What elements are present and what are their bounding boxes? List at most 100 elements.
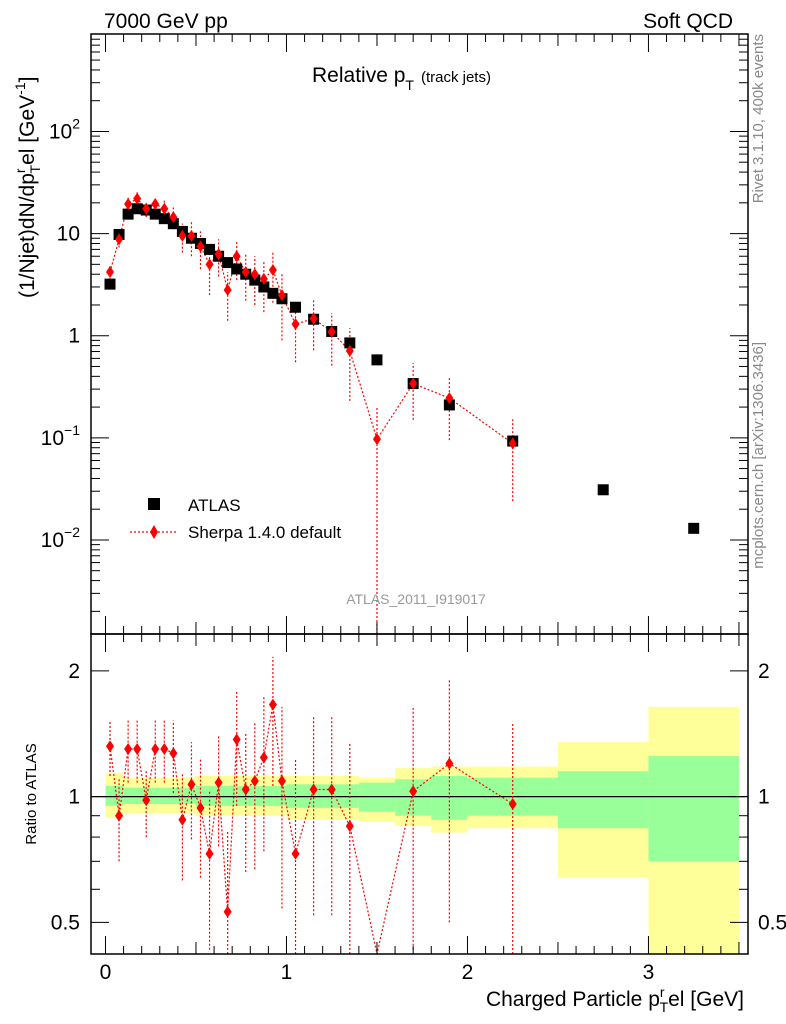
ratio-sherpa-point: [205, 847, 214, 860]
header-category: Soft QCD: [643, 10, 733, 33]
main-frame: [90, 33, 749, 635]
main-ytick-label: 10−1: [41, 422, 81, 450]
ratio-sherpa-point: [142, 794, 151, 807]
main-ytick-labels: 102 10 1 10−1 10−2: [41, 115, 81, 552]
ratio-sherpa-point: [241, 783, 250, 796]
ratio-sherpa-point: [187, 778, 196, 791]
ratio-sherpa-point: [124, 742, 133, 755]
atlas-point: [443, 399, 455, 411]
sherpa-point: [409, 377, 418, 390]
ratio-ylabel: Ratio to ATLAS: [23, 743, 40, 844]
sherpa-point: [250, 268, 259, 281]
atlas-point: [290, 301, 302, 313]
sherpa-point: [268, 263, 277, 276]
ratio-stat-uncertainty-band: [123, 787, 196, 805]
main-title-text: Relative p: [312, 64, 405, 87]
main-title-note: (track jets): [421, 69, 491, 86]
sherpa-point: [445, 392, 454, 405]
xtick-label: 3: [643, 961, 655, 984]
ratio-tick-labels: 0.5 0.5 1 1 2 2 0 1 2 3: [51, 660, 786, 984]
sherpa-point: [277, 289, 286, 302]
header-energy: 7000 GeV pp: [104, 10, 228, 33]
legend-atlas-label: ATLAS: [188, 496, 241, 515]
ratio-ytick-label-left: 1: [68, 786, 80, 809]
xtick-label: 2: [462, 961, 474, 984]
sherpa-point: [232, 250, 241, 263]
atlas-point: [231, 263, 243, 275]
sherpa-point: [115, 233, 124, 246]
atlas-point: [688, 522, 700, 534]
ratio-sherpa-point: [345, 820, 354, 833]
sherpa-point: [223, 284, 232, 297]
ratio-sherpa-point: [223, 905, 232, 918]
main-title: Relative pT (track jets): [312, 64, 491, 93]
atlas-point: [267, 287, 279, 299]
ratio-ytick-label-left: 0.5: [51, 911, 80, 934]
ratio-ytick-label-right: 2: [758, 660, 770, 683]
sherpa-point: [214, 248, 223, 261]
ratio-stat-uncertainty-band: [648, 756, 739, 862]
atlas-point: [222, 257, 234, 269]
ratio-sherpa-point: [214, 776, 223, 789]
sherpa-point: [345, 344, 354, 357]
sherpa-point: [133, 192, 142, 205]
ratio-sherpa-point: [196, 801, 205, 814]
ratio-ytick-label-left: 2: [68, 660, 80, 683]
mcplots-note: mcplots.cern.ch [arXiv:1306.3436]: [750, 342, 767, 569]
sherpa-point: [196, 240, 205, 253]
legend-sherpa-marker: [150, 525, 158, 539]
ratio-sherpa-point: [115, 809, 124, 822]
ratio-data-layer: [91, 656, 748, 955]
ratio-sherpa-point: [250, 774, 259, 787]
ratio-stat-uncertainty-band: [105, 786, 124, 806]
legend: ATLAS Sherpa 1.4.0 default: [130, 496, 341, 542]
ratio-sherpa-point: [327, 783, 336, 796]
sherpa-point: [372, 433, 381, 446]
sherpa-point: [309, 312, 318, 325]
ratio-sherpa-point: [151, 742, 160, 755]
ratio-sherpa-point: [133, 742, 142, 755]
sherpa-point: [178, 229, 187, 242]
sherpa-point: [169, 211, 178, 224]
main-title-sub: T: [405, 77, 414, 93]
x-axis-label: Charged Particle pr Tel [GeV]: [486, 984, 744, 1015]
ratio-frame: [90, 633, 749, 955]
ratio-ytick-label-right: 1: [758, 786, 770, 809]
ratio-sherpa-point: [232, 733, 241, 746]
ratio-sherpa-point: [309, 783, 318, 796]
ratio-sherpa-point: [291, 847, 300, 860]
sherpa-point: [205, 258, 214, 271]
atlas-point: [204, 243, 216, 255]
main-ytick-label: 102: [49, 115, 80, 143]
sherpa-point: [187, 229, 196, 242]
atlas-point: [258, 281, 270, 293]
legend-sherpa-label: Sherpa 1.4.0 default: [188, 523, 341, 542]
sherpa-point: [327, 325, 336, 338]
sherpa-line: [109, 197, 514, 444]
ratio-sherpa-point: [160, 742, 169, 755]
xtick-label: 0: [100, 961, 112, 984]
main-axis-ticks: [91, 33, 748, 634]
ratio-sherpa-point: [106, 740, 115, 753]
main-data-layer: [104, 192, 700, 634]
sherpa-point: [508, 437, 517, 450]
ratio-sherpa-point: [259, 751, 268, 764]
main-ytick-label: 1: [68, 325, 80, 348]
atlas-point: [597, 484, 609, 496]
atlas-point: [122, 208, 134, 220]
ratio-sherpa-point: [268, 698, 277, 711]
ratio-stat-uncertainty-band: [557, 771, 649, 829]
ratio-sherpa-point: [169, 747, 178, 760]
ratio-sherpa-line: [109, 704, 514, 955]
atlas-point: [104, 278, 116, 290]
atlas-point: [149, 208, 161, 220]
ratio-axis-ticks: [91, 634, 748, 954]
ratio-ytick-label-right: 0.5: [758, 911, 786, 934]
sherpa-point: [160, 202, 169, 215]
sherpa-point: [151, 197, 160, 210]
sherpa-point: [142, 202, 151, 215]
main-ytick-label: 10: [57, 223, 80, 246]
atlas-point: [158, 213, 170, 225]
analysis-watermark: ATLAS_2011_I919017: [346, 591, 486, 607]
